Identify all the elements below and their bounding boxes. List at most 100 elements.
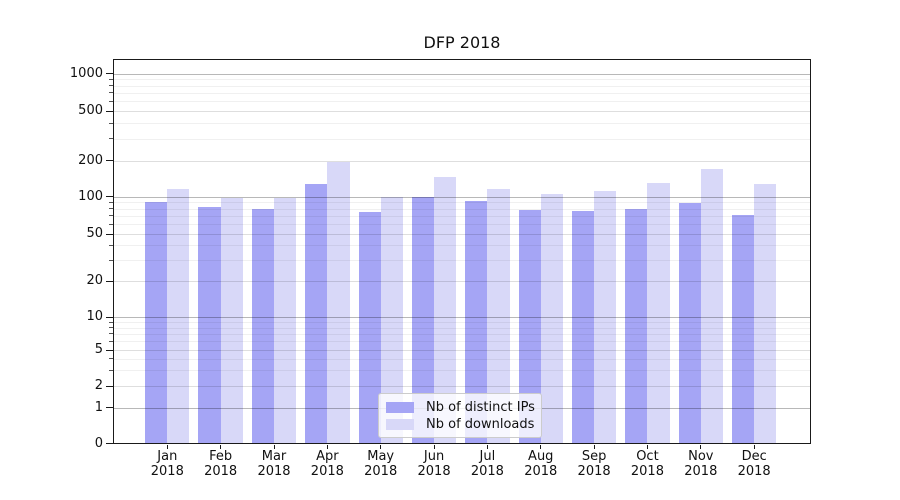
y-tick-label: 200 xyxy=(78,152,103,168)
legend-swatch-distinct-ips xyxy=(386,402,414,413)
x-tick-label-year: 2018 xyxy=(364,463,398,479)
y-tick-label: 1 xyxy=(94,399,103,415)
x-tick-label: Jan 2018 xyxy=(135,449,199,479)
x-tick-mark xyxy=(593,444,595,449)
y-tick-label: 20 xyxy=(86,273,103,288)
y-minor-tick-mark xyxy=(109,100,113,102)
minor-gridline xyxy=(114,101,810,103)
y-minor-tick-mark xyxy=(109,85,113,87)
y-tick-label: 10 xyxy=(86,309,103,324)
y-tick-label: 2 xyxy=(94,378,103,393)
y-tick-mark xyxy=(106,233,113,235)
x-tick-label-year: 2018 xyxy=(257,463,291,479)
x-tick-label-year: 2018 xyxy=(417,463,451,479)
major-gridline xyxy=(114,386,810,387)
x-tick-label-year: 2018 xyxy=(524,463,558,479)
y-tick-label: 0 xyxy=(94,435,103,451)
y-minor-tick-mark xyxy=(109,78,113,80)
y-minor-tick-mark xyxy=(109,358,113,360)
x-tick-mark xyxy=(326,444,329,449)
legend-item-downloads: Nb of downloads xyxy=(386,416,535,433)
x-tick-mark xyxy=(700,444,702,449)
major-gridline xyxy=(114,234,810,235)
bar-distinct-ips xyxy=(518,209,541,444)
major-gridline xyxy=(114,350,810,351)
x-tick-label-year: 2018 xyxy=(204,463,238,479)
bar-distinct-ips xyxy=(251,209,274,444)
legend-label-distinct-ips: Nb of distinct IPs xyxy=(426,400,535,415)
y-minor-tick-mark xyxy=(109,259,113,261)
minor-gridline xyxy=(114,85,810,87)
bar-downloads xyxy=(754,183,777,444)
y-tick-mark xyxy=(106,73,113,75)
minor-gridline xyxy=(114,327,810,329)
x-tick-mark xyxy=(646,444,649,449)
x-tick-label: Oct 2018 xyxy=(615,449,679,479)
y-minor-tick-mark xyxy=(109,369,113,371)
minor-gridline xyxy=(114,322,810,324)
legend-label-downloads: Nb of downloads xyxy=(426,417,535,432)
x-tick-mark xyxy=(273,444,275,449)
bar-downloads xyxy=(434,177,457,444)
y-minor-tick-mark xyxy=(109,122,113,124)
minor-gridline xyxy=(114,208,810,210)
bar-downloads xyxy=(274,197,297,444)
bar-distinct-ips xyxy=(678,203,701,444)
x-tick-label-year: 2018 xyxy=(737,463,771,479)
major-gridline xyxy=(114,317,810,318)
bar-distinct-ips xyxy=(625,208,648,444)
x-tick-label: Dec 2018 xyxy=(722,449,786,479)
y-tick-mark xyxy=(106,280,113,282)
y-minor-tick-mark xyxy=(109,208,113,210)
x-tick-label-year: 2018 xyxy=(150,463,184,479)
y-minor-tick-mark xyxy=(109,92,113,94)
y-tick-mark xyxy=(106,196,113,198)
bar-distinct-ips xyxy=(358,212,381,444)
major-gridline xyxy=(114,281,810,282)
major-gridline xyxy=(114,73,810,75)
x-tick-mark xyxy=(380,444,382,449)
bar-downloads xyxy=(380,196,403,444)
x-tick-label-year: 2018 xyxy=(684,463,718,479)
bar-downloads xyxy=(700,168,723,444)
bar-distinct-ips xyxy=(465,201,488,444)
minor-gridline xyxy=(114,370,810,372)
y-tick-label: 1000 xyxy=(69,65,103,81)
y-minor-tick-mark xyxy=(109,215,113,217)
bar-distinct-ips xyxy=(198,207,221,444)
y-tick-label: 5 xyxy=(94,342,103,357)
y-minor-tick-mark xyxy=(109,138,113,140)
minor-gridline xyxy=(114,245,810,247)
x-tick-label: Nov 2018 xyxy=(669,449,733,479)
legend: Nb of distinct IPs Nb of downloads xyxy=(378,393,542,438)
x-tick-label: Aug 2018 xyxy=(509,449,573,479)
y-tick-mark xyxy=(106,316,113,318)
major-gridline xyxy=(114,160,810,162)
x-tick-mark xyxy=(220,444,222,449)
y-minor-tick-mark xyxy=(109,333,113,335)
y-tick-mark xyxy=(106,349,113,351)
bar-distinct-ips xyxy=(731,215,755,444)
x-tick-label: Jun 2018 xyxy=(402,449,466,479)
y-tick-mark xyxy=(106,443,113,445)
minor-gridline xyxy=(114,341,810,343)
y-minor-tick-mark xyxy=(109,321,113,323)
minor-gridline xyxy=(114,123,810,125)
bar-downloads xyxy=(327,161,350,444)
x-tick-label: Jul 2018 xyxy=(455,449,519,479)
x-tick-label: Sep 2018 xyxy=(562,449,626,479)
x-tick-label: Mar 2018 xyxy=(242,449,306,479)
bar-distinct-ips xyxy=(571,211,595,444)
bar-distinct-ips xyxy=(411,197,435,444)
x-tick-label: Feb 2018 xyxy=(189,449,253,479)
bar-downloads xyxy=(540,194,563,444)
bar-downloads xyxy=(487,189,510,444)
x-tick-mark xyxy=(753,444,755,449)
minor-gridline xyxy=(114,79,810,81)
minor-gridline xyxy=(114,138,810,140)
minor-gridline xyxy=(114,224,810,226)
x-tick-mark xyxy=(540,444,542,449)
major-gridline xyxy=(114,196,810,198)
bar-downloads xyxy=(594,190,617,444)
